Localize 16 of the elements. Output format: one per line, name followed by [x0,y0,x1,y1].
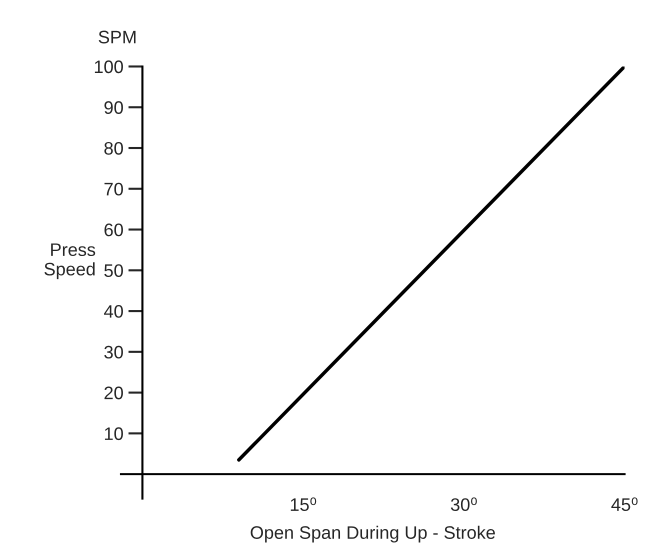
y-tick-label: 80 [104,142,123,155]
x-axis-title: Open Span During Up - Stroke [250,526,495,543]
text: SPM [98,30,136,44]
x-tick-label: 15⁰ [290,497,316,512]
y-tick-label: 40 [104,305,123,318]
y-axis-title: Press Speed [44,243,96,280]
y-tick-label: 50 [104,264,123,278]
y-tick-label: 10 [104,427,123,440]
y-tick-label: 20 [104,386,123,400]
x-tick-label: 45⁰ [611,497,638,512]
y-tick-label: 100 [94,60,123,74]
y-tick-label: 60 [104,223,123,236]
x-tick-label: 30⁰ [450,497,477,512]
y-tick-label: 90 [104,101,123,114]
y-tick-label: 70 [104,182,123,196]
y-tick-label: 30 [104,346,123,359]
